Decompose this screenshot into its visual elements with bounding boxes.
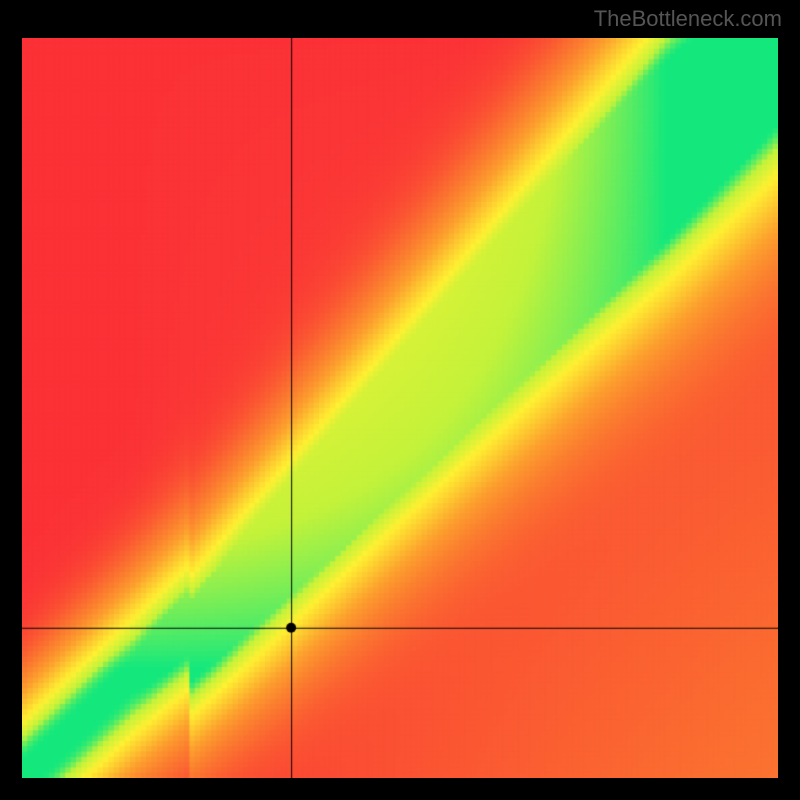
plot-area: [22, 38, 778, 778]
heatmap-canvas: [22, 38, 778, 778]
chart-container: TheBottleneck.com: [0, 0, 800, 800]
watermark-text: TheBottleneck.com: [594, 6, 782, 32]
